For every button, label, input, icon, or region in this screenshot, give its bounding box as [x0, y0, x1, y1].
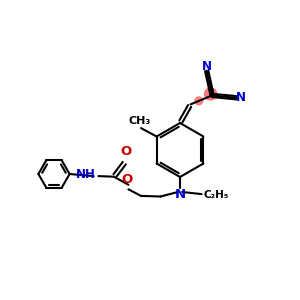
Text: C₂H₅: C₂H₅	[203, 190, 229, 200]
Circle shape	[205, 88, 217, 100]
Text: NH: NH	[76, 168, 96, 182]
Text: O: O	[122, 173, 133, 186]
Circle shape	[195, 97, 203, 105]
Text: N: N	[174, 188, 186, 201]
Text: O: O	[121, 145, 132, 158]
Text: N: N	[236, 91, 246, 104]
Text: CH₃: CH₃	[128, 116, 151, 126]
Text: N: N	[202, 60, 212, 74]
